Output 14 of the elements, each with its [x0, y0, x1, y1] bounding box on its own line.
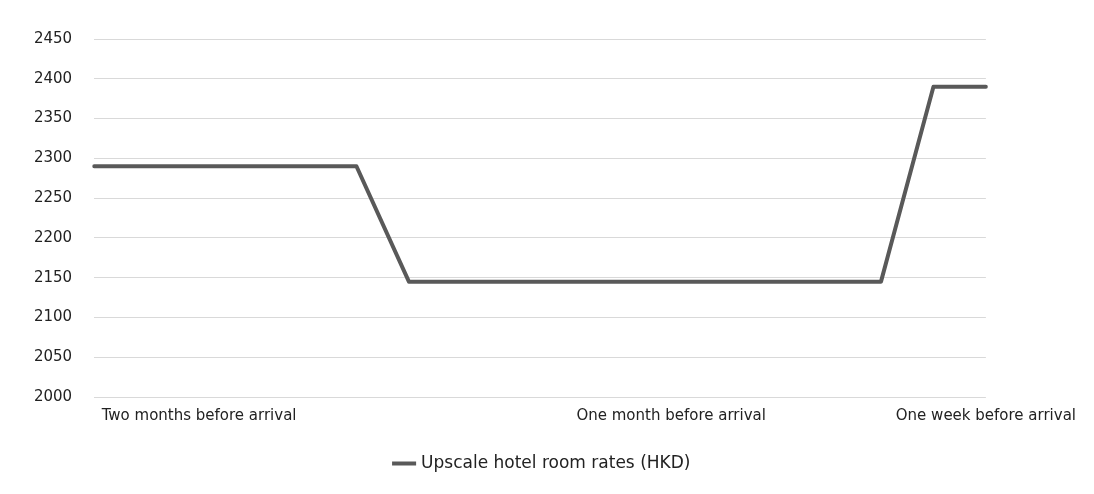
- x-tick-label: Two months before arrival: [100, 405, 297, 424]
- y-tick-label: 2000: [33, 386, 73, 405]
- y-tick-label: 2050: [33, 347, 73, 366]
- y-tick-label: 2300: [33, 148, 73, 167]
- y-tick-label: 2150: [33, 267, 73, 286]
- y-tick-label: 2250: [33, 188, 73, 206]
- y-tick-label: 2450: [33, 28, 73, 47]
- y-tick-label: 2200: [33, 227, 73, 246]
- x-tick-label: One month before arrival: [576, 405, 766, 424]
- y-tick-label: 2400: [33, 68, 73, 87]
- y-tick-label: 2100: [33, 307, 73, 326]
- x-tick-label: One week before arrival: [895, 405, 1076, 424]
- y-tick-label: 2350: [33, 108, 73, 127]
- legend-label: Upscale hotel room rates (HKD): [421, 451, 691, 472]
